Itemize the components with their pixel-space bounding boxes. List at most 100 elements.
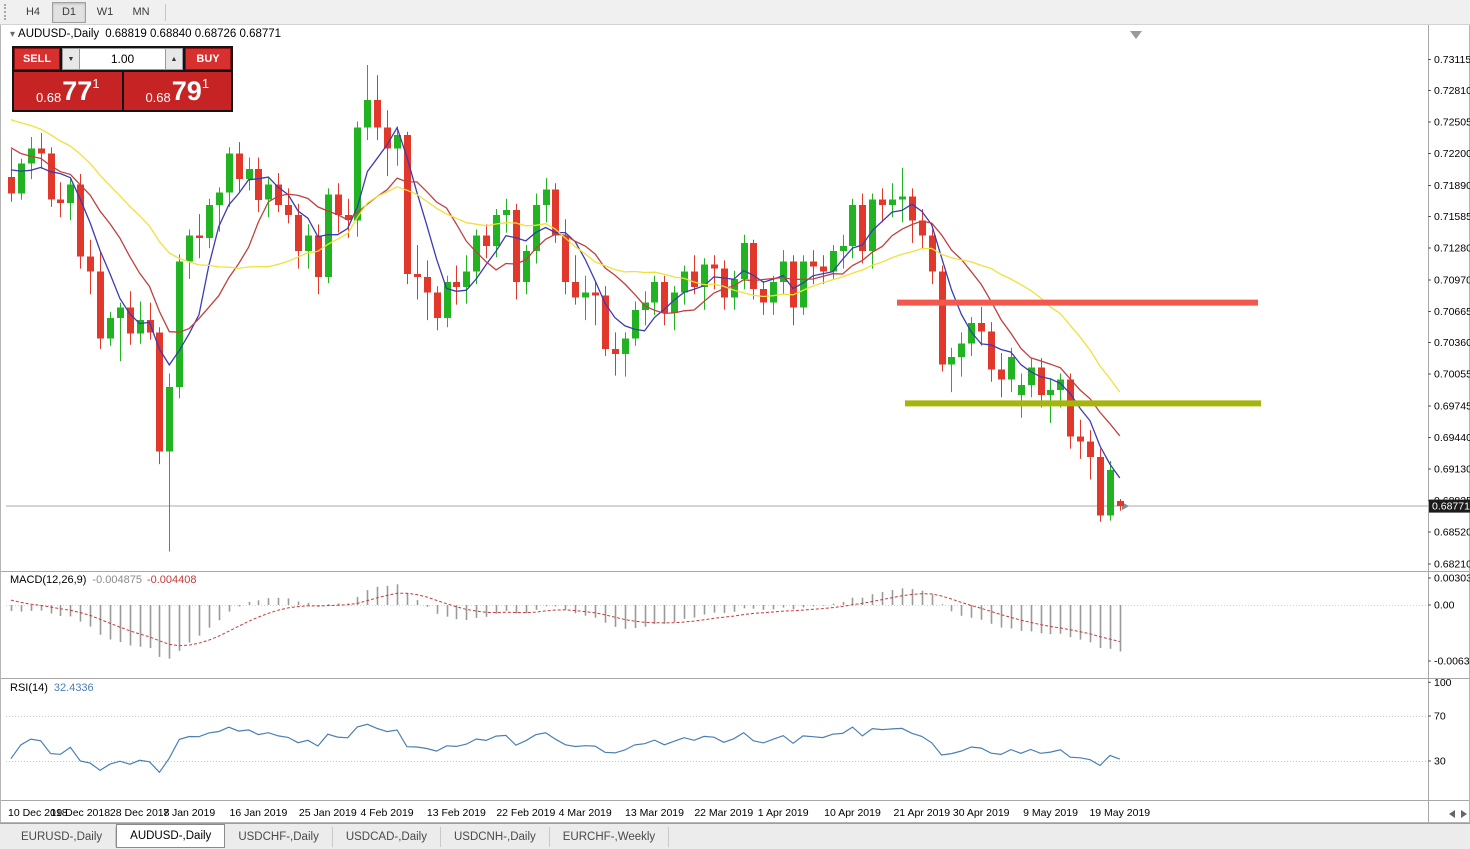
sell-button[interactable]: SELL <box>14 48 60 70</box>
chart-title: ▾ AUDUSD-,Daily 0.68819 0.68840 0.68726 0.… <box>10 28 281 40</box>
toolbar-separator <box>165 3 166 21</box>
period-button-w1[interactable]: W1 <box>96 5 114 18</box>
macd-name: MACD(12,26,9) <box>10 574 87 586</box>
price-axis-label: 0.70665 <box>1434 306 1470 318</box>
scroll-left-icon[interactable] <box>1449 810 1455 818</box>
symbol-tab-eurchf[interactable]: EURCHF-,Weekly <box>550 827 670 847</box>
symbol-tab-bar: EURUSD-,Daily AUDUSD-,Daily USDCHF-,Daily U… <box>0 823 1470 849</box>
chart-symbol-label: AUDUSD-,Daily <box>18 28 100 40</box>
volume-decrease-button[interactable]: ▼ <box>62 48 80 70</box>
price-axis-label: 0.70055 <box>1434 369 1470 381</box>
price-axis-label: 0.71280 <box>1434 243 1470 255</box>
date-axis-label: 22 Feb 2019 <box>496 807 555 819</box>
rsi-axis-label: 100 <box>1434 677 1452 689</box>
symbol-tab-usdcnh[interactable]: USDCNH-,Daily <box>441 827 550 847</box>
price-axis-label: 0.69130 <box>1434 464 1470 476</box>
one-click-toggle-icon[interactable]: ▾ <box>10 29 16 40</box>
date-axis-label: 22 Mar 2019 <box>694 807 753 819</box>
candlestick-series <box>8 65 1124 552</box>
volume-increase-button[interactable]: ▲ <box>165 48 183 70</box>
macd-axis-label: 0.003035 <box>1434 573 1470 585</box>
macd-main-value: -0.004875 <box>92 574 142 586</box>
rsi-value: 32.4336 <box>53 682 94 694</box>
symbol-tab-usdchf[interactable]: USDCHF-,Daily <box>225 827 333 847</box>
sell-price-display[interactable]: 0.68 77 1 <box>14 72 122 110</box>
macd-signal-value: -0.004408 <box>146 574 197 586</box>
price-axis-label: 0.70360 <box>1434 337 1470 349</box>
price-axis-label: 0.70970 <box>1434 274 1470 286</box>
date-axis-label: 16 Jan 2019 <box>229 807 287 819</box>
chart-chrome <box>0 24 1470 823</box>
macd-axis-label: 0.00 <box>1434 600 1455 612</box>
macd-signal-line <box>10 592 1120 647</box>
buy-price-display[interactable]: 0.68 79 1 <box>123 72 231 110</box>
rsi-axis-label: 30 <box>1434 756 1446 768</box>
date-axis-label: 4 Mar 2019 <box>559 807 612 819</box>
top-toolbar: H4 D1 W1 MN <box>0 0 1470 25</box>
price-axis-label: 0.71585 <box>1434 211 1470 223</box>
chart-window-border <box>0 24 1470 823</box>
moving-average-lines <box>10 119 1121 479</box>
volume-input[interactable] <box>80 48 165 70</box>
bid-price-badge <box>1429 499 1470 513</box>
rsi-indicator-label: RSI(14) 32.4336 <box>10 682 94 694</box>
date-axis-label: 13 Feb 2019 <box>427 807 486 819</box>
period-button-d1[interactable]: D1 <box>52 1 86 23</box>
period-button-mn[interactable]: MN <box>132 5 150 18</box>
ma-20-line <box>10 119 1121 393</box>
date-axis-label: 30 Apr 2019 <box>953 807 1010 819</box>
date-axis-label: 10 Dec 2018 <box>8 807 68 819</box>
scroll-right-icon[interactable] <box>1461 810 1467 818</box>
price-axis-label: 0.72810 <box>1434 85 1470 97</box>
date-axis-label: 1 Apr 2019 <box>758 807 809 819</box>
sell-price-pips: 77 <box>62 76 93 106</box>
macd-indicator-label: MACD(12,26,9) -0.004875 -0.004408 <box>10 574 197 586</box>
price-axis-label: 0.72505 <box>1434 117 1470 129</box>
chevron-up-icon: ▲ <box>170 55 178 63</box>
date-axis-label: 10 Apr 2019 <box>824 807 881 819</box>
one-click-trading-panel: SELL ▼ ▲ BUY 0.68 77 1 0.68 79 1 <box>12 46 233 112</box>
buy-price-major: 0.68 <box>145 90 171 105</box>
rsi-panel: 100 70 30 <box>6 677 1452 774</box>
date-axis-label: 19 May 2019 <box>1089 807 1150 819</box>
price-axis-label: 0.71890 <box>1434 180 1470 192</box>
ma-10-line <box>10 147 1121 437</box>
sell-price-point: 1 <box>92 76 100 91</box>
rsi-name: RSI(14) <box>10 682 48 694</box>
rsi-axis-label: 70 <box>1434 711 1446 723</box>
rsi-line <box>10 723 1121 774</box>
price-axis-label: 0.72200 <box>1434 148 1470 160</box>
date-axis-label: 19 Dec 2018 <box>51 807 111 819</box>
sell-price-major: 0.68 <box>35 90 62 105</box>
price-axis-label: 0.73115 <box>1434 54 1470 66</box>
date-axis-label: 28 Dec 2018 <box>110 807 170 819</box>
buy-button[interactable]: BUY <box>185 48 231 70</box>
toolbar-grip[interactable] <box>4 4 9 20</box>
bid-price-badge-value: 0.68771 <box>1432 501 1470 513</box>
price-axis-label: 0.68520 <box>1434 526 1470 538</box>
symbol-tab-usdcad[interactable]: USDCAD-,Daily <box>333 827 441 847</box>
timeframe-toolbar: H4 D1 W1 MN <box>15 1 159 23</box>
buy-price-point: 1 <box>201 76 210 91</box>
price-axis-label: 0.69440 <box>1434 432 1470 444</box>
drawn-objects <box>897 299 1261 407</box>
price-axis: 0.73115 0.72810 0.72505 0.72200 0.71890 0.715… <box>1428 54 1470 570</box>
price-axis-label: 0.68210 <box>1434 558 1470 570</box>
symbol-tab-audusd[interactable]: AUDUSD-,Daily <box>116 824 226 848</box>
date-axis-label: 7 Jan 2019 <box>163 807 215 819</box>
trade-controls-row: SELL ▼ ▲ BUY <box>14 48 231 70</box>
chevron-down-icon: ▼ <box>67 55 75 63</box>
trade-prices-row: 0.68 77 1 0.68 79 1 <box>14 72 231 110</box>
date-axis-label: 25 Jan 2019 <box>299 807 357 819</box>
macd-panel: 0.003035 0.00 -0.006311 <box>6 573 1470 668</box>
symbol-tab-eurusd[interactable]: EURUSD-,Daily <box>8 827 117 847</box>
chart-ohlc-values: 0.68819 0.68840 0.68726 0.68771 <box>105 28 282 40</box>
period-button-h4[interactable]: H4 <box>25 5 41 18</box>
volume-spinner: ▼ ▲ <box>62 48 183 70</box>
macd-axis-label: -0.006311 <box>1434 656 1470 668</box>
chart-shift-marker-icon[interactable] <box>1130 31 1142 39</box>
date-axis-label: 13 Mar 2019 <box>625 807 684 819</box>
